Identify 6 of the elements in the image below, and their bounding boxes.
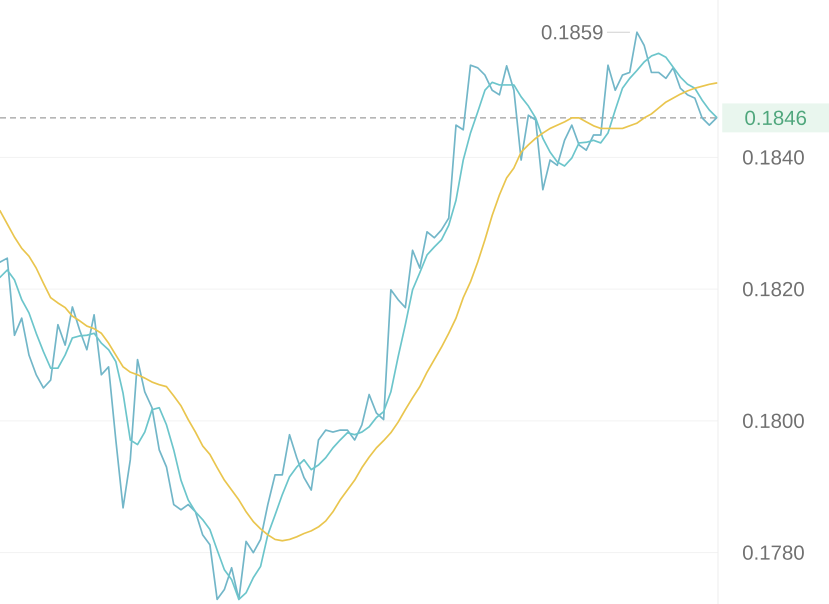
y-tick-label: 0.1820 [743, 282, 804, 296]
y-tick-label: 0.1840 [743, 150, 804, 165]
y-tick-label: 0.1800 [743, 414, 804, 428]
ref-line-label: 0.1846 [745, 110, 806, 126]
annotation: 0.1859 [542, 25, 602, 40]
y-tick-label: 0.1780 [743, 545, 804, 560]
